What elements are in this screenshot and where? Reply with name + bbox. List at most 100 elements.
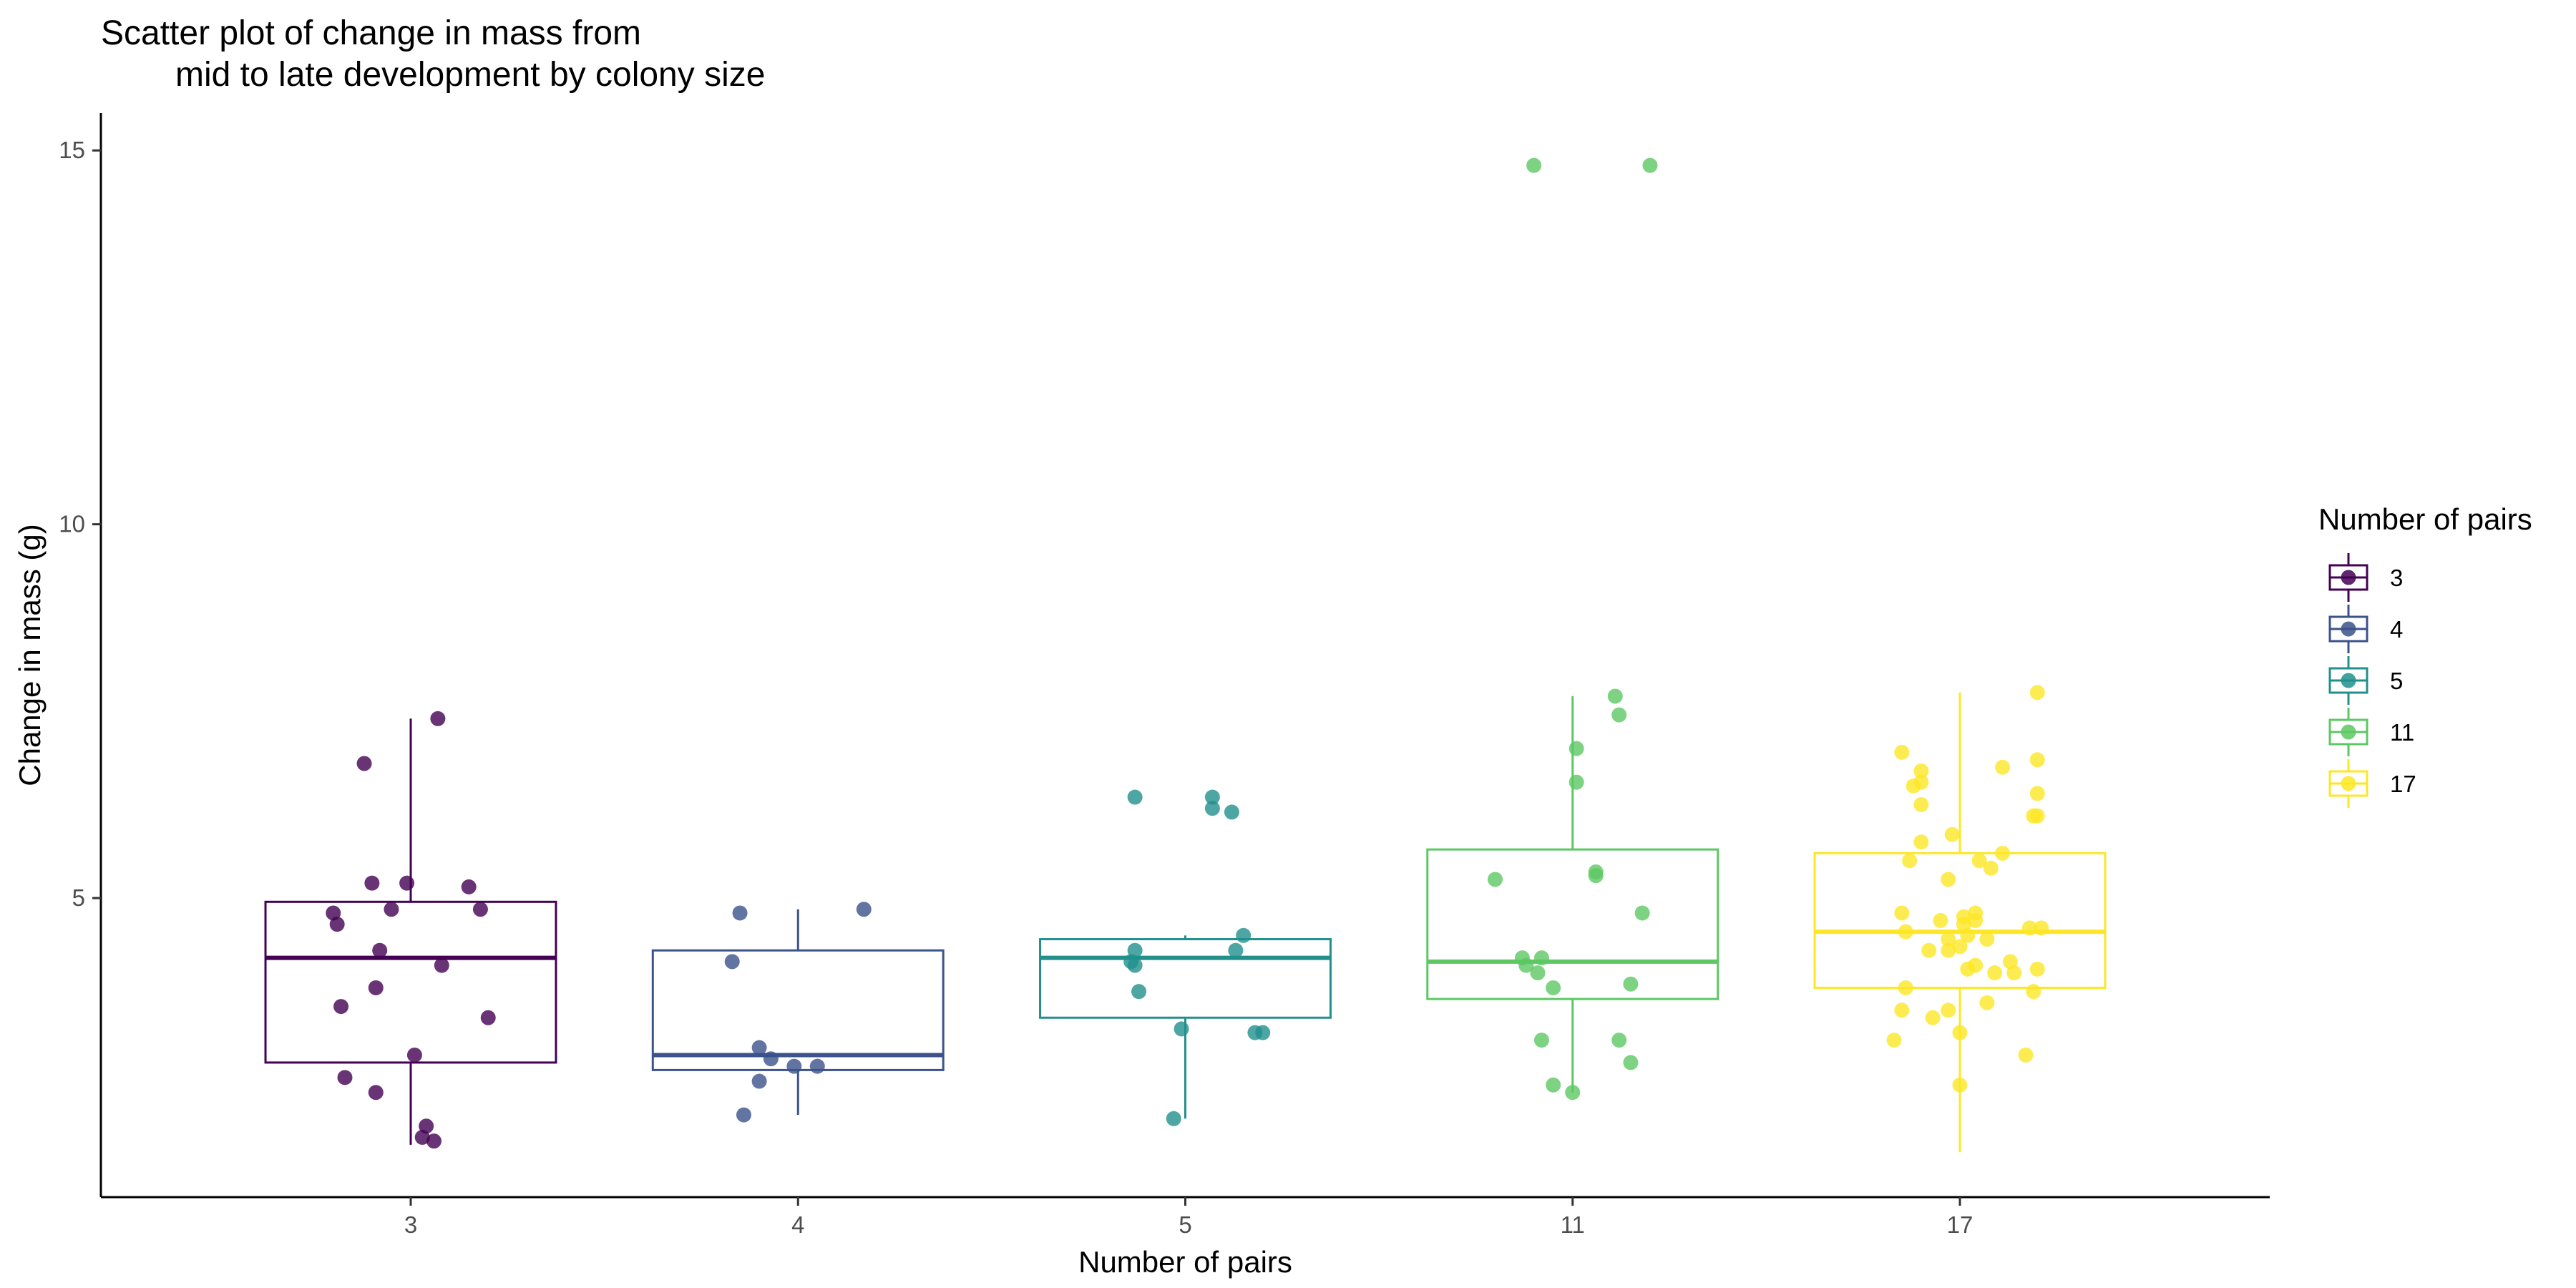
legend: Number of pairs 3 4 5 11 17 bbox=[2318, 502, 2532, 808]
data-point bbox=[1894, 1002, 1910, 1018]
data-point bbox=[1921, 942, 1937, 958]
data-point bbox=[1526, 157, 1542, 173]
boxplot-11 bbox=[1426, 696, 1719, 1093]
data-point bbox=[472, 902, 488, 917]
boxplot-3 bbox=[264, 718, 557, 1145]
legend-label: 17 bbox=[2390, 771, 2416, 797]
data-point bbox=[2006, 965, 2022, 981]
y-tick-label: 5 bbox=[72, 884, 85, 911]
data-point bbox=[414, 1129, 430, 1145]
data-point bbox=[337, 1070, 353, 1085]
data-point bbox=[2026, 808, 2041, 824]
data-point bbox=[1979, 932, 1995, 947]
data-point bbox=[1565, 1085, 1581, 1101]
x-tick-label: 3 bbox=[404, 1211, 417, 1238]
data-point bbox=[736, 1107, 751, 1123]
y-axis-title: Change in mass (g) bbox=[13, 524, 47, 786]
data-point bbox=[2029, 786, 2045, 801]
data-point bbox=[2021, 920, 2037, 936]
legend-label: 11 bbox=[2390, 719, 2414, 746]
data-point bbox=[1968, 912, 1984, 928]
boxplot-17 bbox=[1813, 692, 2107, 1153]
legend-item-11: 11 bbox=[2328, 708, 2414, 756]
data-point bbox=[1131, 984, 1147, 1000]
box-iqr bbox=[264, 900, 557, 1064]
data-point bbox=[1894, 744, 1910, 760]
data-point bbox=[1623, 1055, 1639, 1070]
data-point bbox=[1204, 801, 1220, 816]
data-point bbox=[2029, 752, 2045, 768]
data-point bbox=[1941, 942, 1956, 958]
data-point bbox=[2026, 984, 2041, 1000]
data-point bbox=[1546, 980, 1561, 995]
data-point bbox=[1634, 905, 1650, 921]
legend-key-point bbox=[2341, 776, 2356, 791]
data-point bbox=[1127, 957, 1143, 973]
data-point bbox=[1611, 707, 1627, 723]
chart-title: Scatter plot of change in mass from mid … bbox=[101, 14, 765, 94]
data-point bbox=[1913, 796, 1929, 812]
data-point bbox=[406, 1047, 422, 1063]
x-axis-title: Number of pairs bbox=[1078, 1245, 1292, 1279]
box-iqr bbox=[1426, 848, 1719, 1000]
data-point bbox=[1925, 1010, 1941, 1025]
data-point bbox=[1166, 1111, 1181, 1126]
legend-label: 5 bbox=[2390, 668, 2403, 694]
x-tick-label: 4 bbox=[791, 1211, 804, 1238]
data-point bbox=[809, 1058, 825, 1074]
box-iqr bbox=[1813, 852, 2107, 989]
data-point bbox=[1174, 1021, 1189, 1037]
data-point bbox=[1952, 939, 1968, 955]
data-point bbox=[1611, 1033, 1627, 1048]
legend-key-point bbox=[2341, 673, 2356, 688]
x-tick-label: 11 bbox=[1561, 1211, 1585, 1238]
data-point bbox=[2029, 961, 2045, 977]
legend-item-17: 17 bbox=[2328, 759, 2416, 808]
legend-key-point bbox=[2341, 570, 2356, 585]
data-point bbox=[2018, 1047, 2034, 1063]
data-point bbox=[1979, 995, 1995, 1010]
data-point bbox=[1518, 957, 1534, 973]
data-point bbox=[329, 917, 345, 932]
data-point bbox=[1588, 868, 1604, 884]
title-line-2: mid to late development by colony size bbox=[175, 56, 765, 94]
data-point bbox=[1952, 1025, 1968, 1040]
data-point bbox=[333, 999, 349, 1015]
data-point bbox=[856, 902, 872, 917]
data-point bbox=[751, 1040, 767, 1055]
data-point bbox=[732, 905, 748, 921]
title-line-1: Scatter plot of change in mass from bbox=[101, 14, 641, 52]
legend-label: 3 bbox=[2390, 565, 2403, 591]
data-point bbox=[1204, 789, 1220, 805]
data-point bbox=[1995, 759, 2011, 775]
data-point bbox=[1642, 157, 1658, 173]
data-point bbox=[1960, 961, 1976, 977]
data-point bbox=[434, 957, 449, 973]
data-point bbox=[1568, 741, 1584, 756]
box-iqr bbox=[1039, 938, 1332, 1019]
data-point bbox=[1898, 924, 1913, 940]
boxplots bbox=[264, 692, 2107, 1153]
legend-item-3: 3 bbox=[2328, 553, 2403, 602]
data-point bbox=[1960, 927, 1976, 943]
data-point bbox=[751, 1073, 767, 1089]
data-point bbox=[1886, 1033, 1902, 1048]
data-point bbox=[1127, 789, 1143, 805]
data-point bbox=[480, 1010, 496, 1025]
data-point bbox=[1952, 1077, 1968, 1093]
legend-key-point bbox=[2341, 724, 2356, 740]
data-point bbox=[1941, 872, 1956, 887]
data-point bbox=[384, 902, 399, 917]
data-point bbox=[1913, 763, 1929, 779]
data-point bbox=[1607, 688, 1623, 704]
data-point bbox=[1983, 860, 1999, 876]
legend-key-point bbox=[2341, 621, 2356, 637]
data-point bbox=[1906, 778, 1921, 794]
data-point bbox=[1224, 804, 1239, 820]
x-axis-ticks: 3 4 5 11 17 bbox=[404, 1197, 1973, 1238]
legend-label: 4 bbox=[2390, 616, 2403, 643]
data-point bbox=[1941, 932, 1956, 947]
legend-item-5: 5 bbox=[2328, 656, 2403, 705]
data-point bbox=[1995, 845, 2011, 861]
y-tick-label: 10 bbox=[59, 511, 85, 537]
